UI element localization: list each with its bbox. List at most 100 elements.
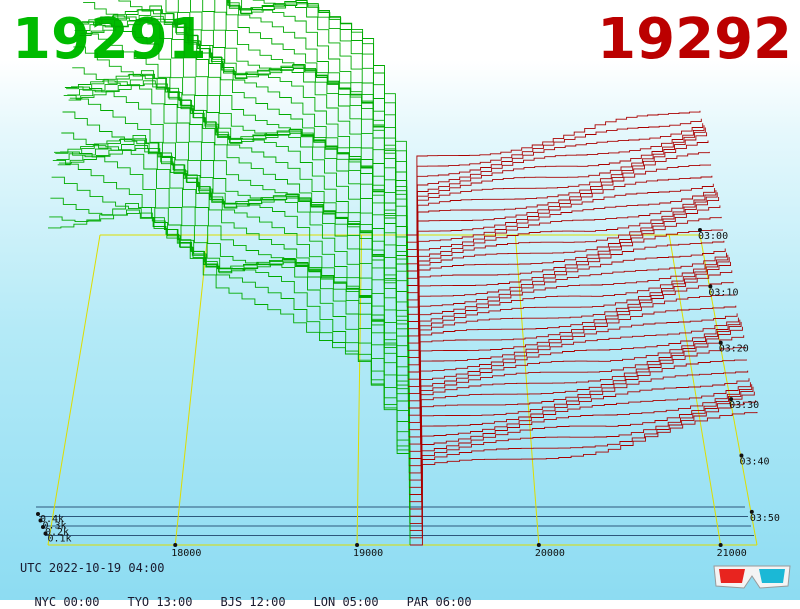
ask-price: 19292 (597, 7, 792, 72)
ask-depth-line (408, 281, 734, 416)
bid-depth-line (60, 144, 410, 473)
bid-depth-line (67, 74, 410, 430)
ask-depth-line (408, 294, 735, 423)
bid-depth-line (214, 0, 408, 293)
bid-depth-line (50, 197, 411, 531)
bid-depth-series (48, 0, 411, 545)
volume-tick-mark (41, 525, 45, 529)
bid-depth-line (75, 21, 409, 380)
bid-depth-line (51, 176, 411, 524)
3d-glasses-icon[interactable] (712, 560, 792, 592)
ask-depth-line (409, 326, 743, 467)
bid-depth-line (48, 202, 411, 545)
volume-tick-label: 0.4k (40, 514, 64, 525)
bid-depth-line (78, 9, 409, 365)
ask-depth-line (409, 378, 750, 503)
bid-depth-line (73, 46, 409, 394)
bid-depth-line (177, 0, 408, 315)
price-gridline (514, 234, 540, 546)
timezone-tyo: TYO 13:00 (127, 595, 193, 609)
ask-depth-line (406, 123, 704, 250)
time-tick-mark (739, 453, 744, 458)
bid-depth-line (56, 139, 410, 495)
price-tick-mark (355, 543, 360, 547)
time-tick-label: 03:10 (708, 287, 738, 298)
ask-depth-line (409, 359, 747, 488)
timezone-nyc: NYC 00:00 (34, 595, 100, 609)
ask-depth-line (410, 412, 758, 546)
time-tick-mark (749, 509, 754, 514)
bid-depth-line (227, 0, 408, 271)
time-tick-mark (698, 228, 702, 232)
bid-depth-line (52, 159, 411, 517)
utc-timestamp: UTC 2022-10-19 04:00 (20, 561, 165, 575)
bid-depth-line (79, 5, 409, 358)
ask-depth-line (409, 382, 751, 510)
ask-depth-line (407, 197, 720, 337)
bid-depth-line (252, 0, 407, 235)
volume-tick-label: 0.1k (48, 534, 72, 545)
time-tick-mark (718, 340, 723, 345)
volume-tick-mark (36, 512, 40, 516)
bid-depth-line (57, 134, 410, 488)
ask-depth-line (407, 164, 712, 294)
bid-depth-line (54, 151, 411, 509)
axis-labels: 18000 19000 20000 21000 03:00 03:10 03:20 03:30… (36, 228, 780, 559)
price-tick-label: 20000 (535, 548, 565, 559)
grid (36, 234, 758, 546)
bid-depth-line (226, 0, 408, 279)
ask-depth-line (408, 261, 731, 402)
ask-depth-line (408, 313, 738, 438)
grid-left-edge (47, 234, 101, 546)
bid-depth-line (118, 0, 408, 329)
ask-depth-line (408, 252, 727, 380)
ask-depth-line (407, 188, 716, 315)
timezone-par: PAR 06:00 (406, 595, 472, 609)
ask-depth-line (409, 347, 746, 481)
ask-depth-line (407, 240, 725, 366)
bid-depth-line (49, 209, 411, 538)
price-gridline (356, 234, 363, 546)
bid-depth-line (61, 132, 410, 466)
ask-depth-line (409, 370, 749, 495)
bid-depth-line (165, 0, 408, 322)
ask-depth-line (407, 151, 710, 286)
volume-tick-mark (38, 518, 43, 523)
ask-depth-line (409, 391, 755, 532)
ask-depth-series (406, 110, 758, 546)
price-tick-label: 19000 (353, 548, 383, 559)
bid-depth-line (228, 0, 408, 264)
ask-depth-line (406, 110, 701, 236)
timezone-bjs: BJS 12:00 (220, 595, 286, 609)
bid-depth-line (58, 138, 410, 481)
time-tick-label: 03:50 (750, 513, 780, 524)
timezone-lon: LON 05:00 (313, 595, 379, 609)
ask-depth-line (408, 257, 730, 395)
ask-depth-line (408, 270, 733, 409)
bid-depth-line (69, 73, 409, 416)
price-tick-mark (718, 543, 723, 547)
ask-depth-line (408, 319, 741, 452)
volume-tick-mark (43, 531, 48, 536)
ask-depth-line (406, 140, 709, 279)
price-gridline (174, 234, 209, 546)
ask-depth-line (407, 183, 714, 308)
ask-depth-line (409, 321, 742, 459)
ask-depth-line (410, 400, 757, 539)
price-tick-label: 21000 (717, 548, 747, 559)
bid-depth-line (71, 80, 409, 408)
ask-depth-line (409, 386, 754, 524)
time-tick-label: 03:40 (739, 456, 769, 467)
ask-depth-line (406, 118, 702, 243)
ask-depth-line (406, 127, 706, 265)
grid-right-edge (699, 234, 758, 546)
ask-depth-line (408, 305, 737, 431)
ask-depth-line (406, 125, 705, 258)
volume-tick-label: 0.3k (43, 521, 67, 532)
time-tick-label: 03:00 (698, 231, 728, 242)
ask-depth-line (408, 317, 739, 445)
time-tick-label: 03:20 (719, 344, 749, 355)
bid-depth-line (63, 94, 410, 452)
ask-depth-line (407, 192, 718, 330)
time-tick-mark (729, 397, 734, 402)
